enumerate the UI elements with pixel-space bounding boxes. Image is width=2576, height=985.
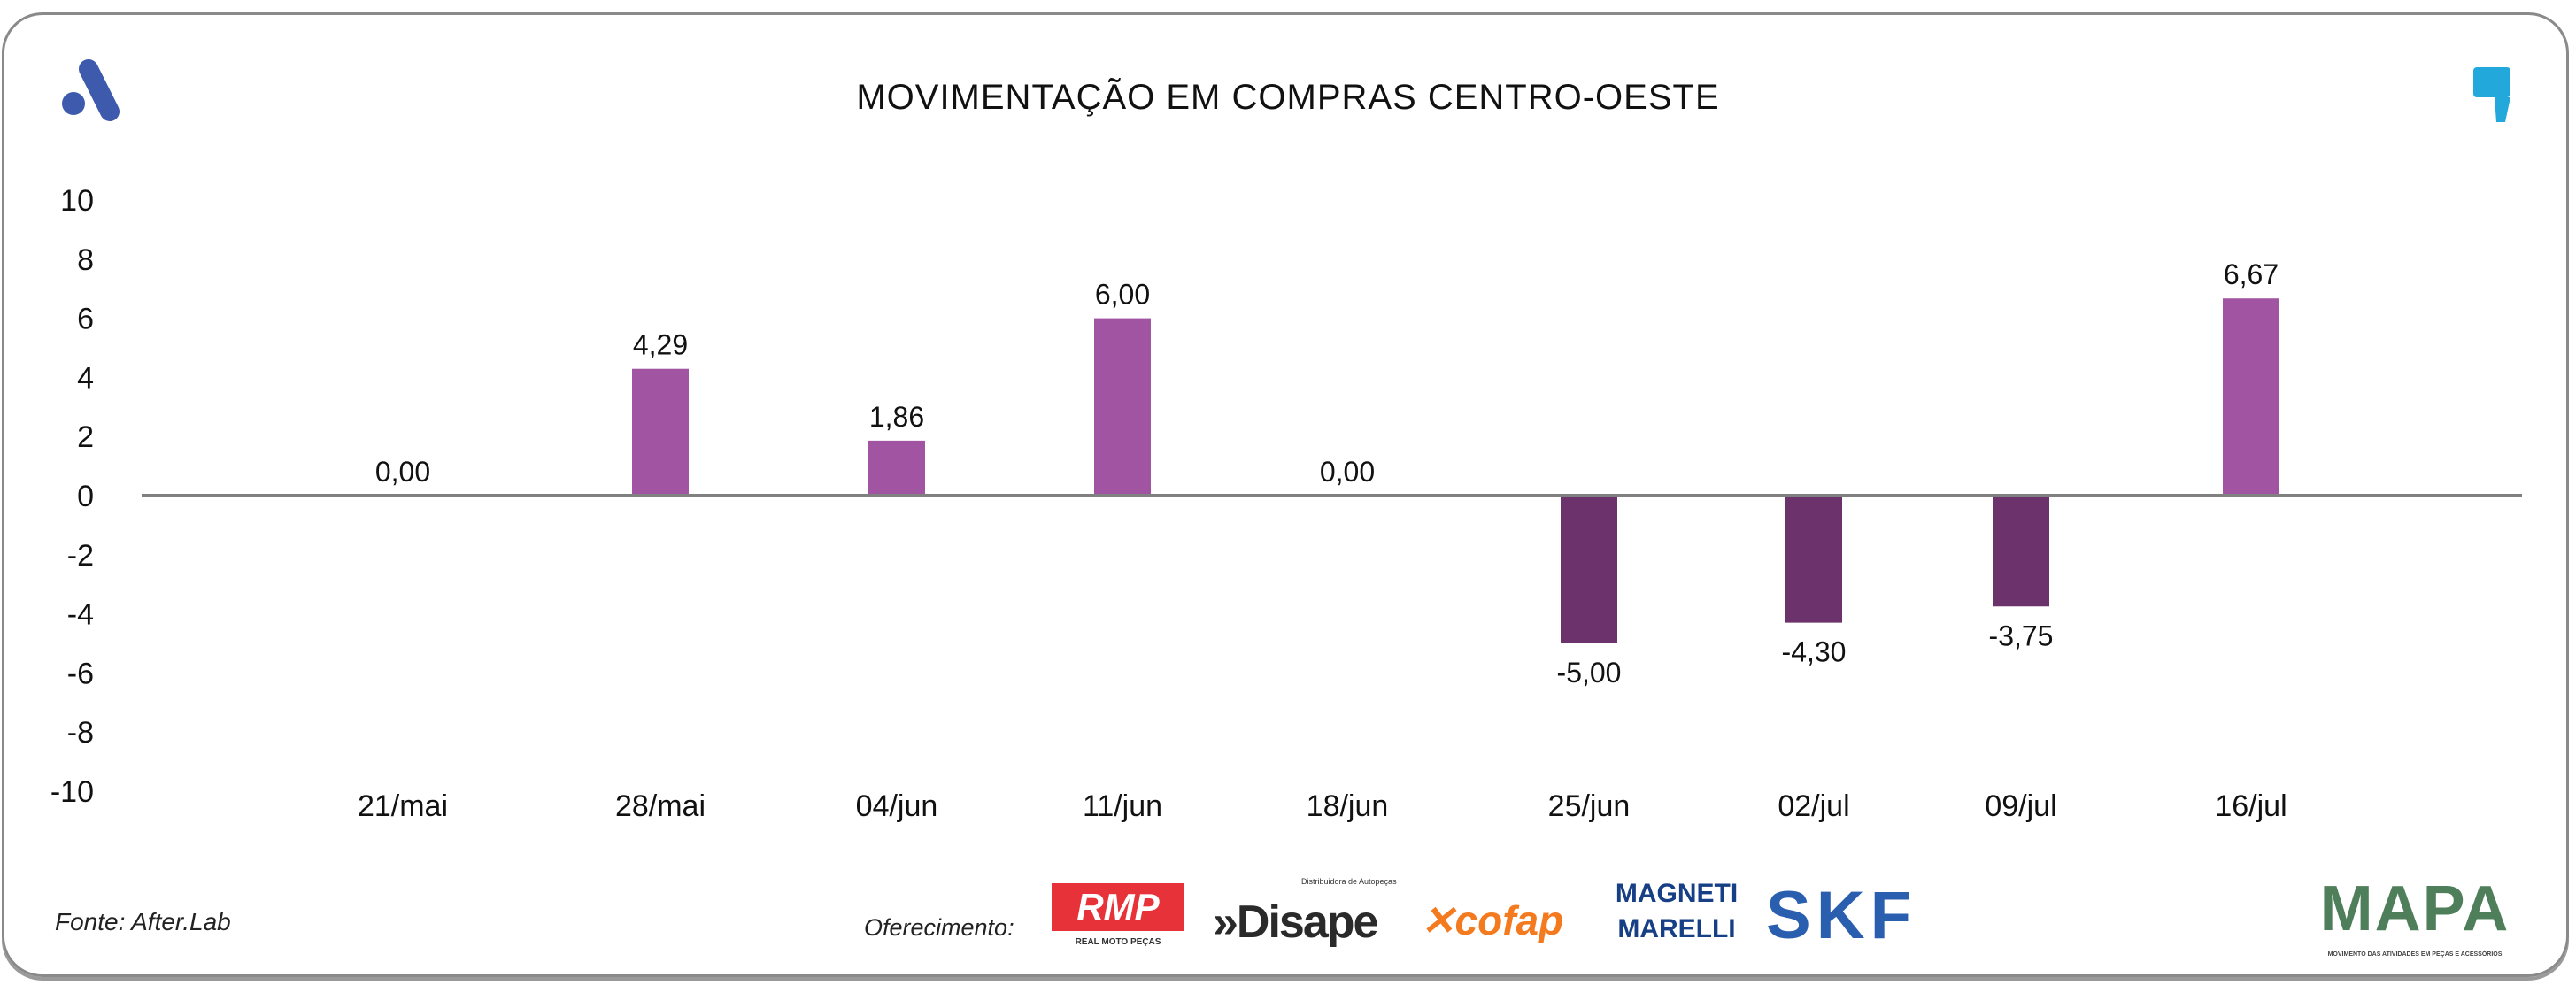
- y-tick-label: -6: [67, 657, 94, 690]
- y-tick-label: -2: [67, 539, 94, 573]
- x-tick-label: 16/jul: [2215, 789, 2287, 823]
- data-label: 4,29: [633, 329, 688, 361]
- data-label: 0,00: [1320, 456, 1375, 488]
- bar-04/jun: [868, 440, 925, 496]
- brand-a-logo-icon: [62, 59, 120, 121]
- bar-09/jul: [1993, 496, 2049, 607]
- data-label: -5,00: [1557, 657, 1622, 689]
- data-label: 6,67: [2224, 258, 2279, 290]
- bar-16/jul: [2223, 298, 2279, 496]
- bar-28/mai: [632, 368, 689, 496]
- x-tick-label: 25/jun: [1548, 789, 1631, 823]
- x-tick-label: 18/jun: [1307, 789, 1389, 823]
- y-tick-label: -10: [50, 775, 94, 809]
- disape-logo: Distribuidora de Autopeças »Disape: [1213, 877, 1397, 948]
- sponsor-label: Oferecimento:: [864, 914, 1014, 941]
- data-label: 1,86: [869, 401, 924, 433]
- data-label: 0,00: [375, 456, 430, 488]
- y-tick-label: 8: [77, 243, 94, 277]
- bar-11/jun: [1094, 318, 1151, 496]
- y-tick-label: -4: [67, 598, 94, 632]
- y-tick-label: 4: [77, 361, 94, 395]
- data-label: 6,00: [1095, 279, 1150, 311]
- data-label: -4,30: [1782, 636, 1847, 668]
- y-tick-label: 10: [60, 184, 94, 218]
- bar-25/jun: [1561, 496, 1617, 643]
- y-tick-label: 6: [77, 303, 94, 336]
- y-tick-label: 0: [77, 480, 94, 513]
- bar-02/jul: [1785, 496, 1842, 623]
- magneti-marelli-logo: MAGNETI MARELLI: [1615, 879, 1739, 943]
- x-tick-label: 21/mai: [358, 789, 448, 823]
- quote-comma-icon: [2473, 67, 2510, 122]
- skf-logo: SKF: [1766, 878, 1917, 953]
- cofap-logo: ✕cofap: [1421, 897, 1564, 943]
- x-tick-label: 02/jul: [1778, 789, 1849, 823]
- rmp-logo: RMP REAL MOTO PEÇAS: [1052, 883, 1184, 949]
- data-label: -3,75: [1989, 619, 2054, 651]
- chart-frame: [2, 12, 2569, 977]
- mapa-logo: MAPA MOVIMENTO DAS ATIVIDADES EM PEÇAS E…: [2319, 873, 2510, 958]
- y-tick-label: -8: [67, 716, 94, 750]
- x-tick-label: 28/mai: [615, 789, 706, 823]
- source-note: Fonte: After.Lab: [55, 908, 231, 935]
- x-tick-label: 09/jul: [1985, 789, 2056, 823]
- chart-title: MOVIMENTAÇÃO EM COMPRAS CENTRO-OESTE: [856, 78, 1720, 117]
- x-tick-label: 04/jun: [856, 789, 938, 823]
- y-tick-label: 2: [77, 420, 94, 454]
- x-tick-label: 11/jun: [1083, 789, 1162, 823]
